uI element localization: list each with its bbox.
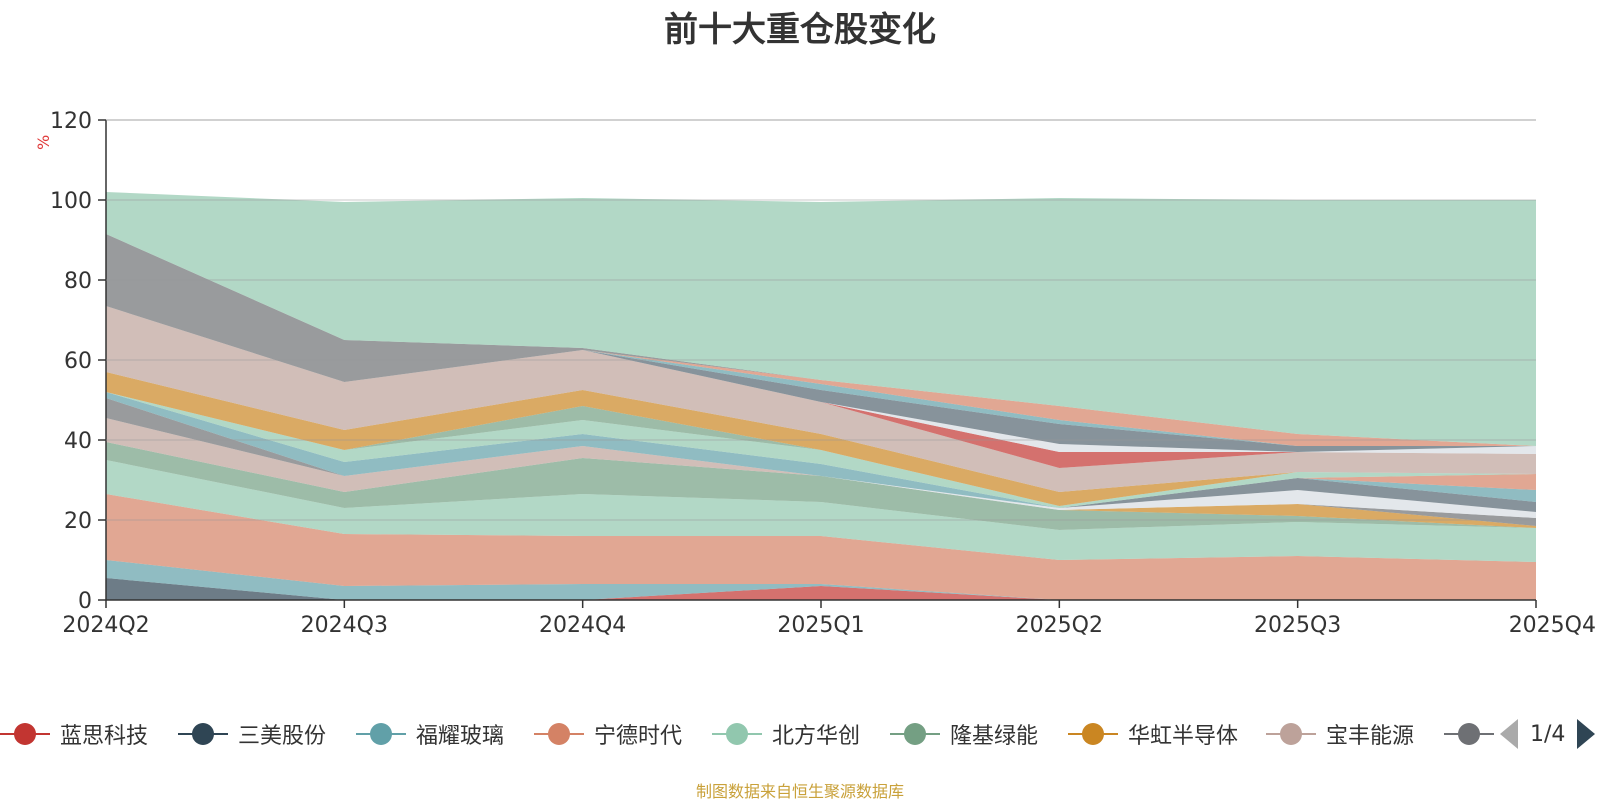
- legend-item[interactable]: 隆基绿能: [890, 716, 1038, 752]
- legend-dot: [1082, 723, 1104, 745]
- area-series-8[interactable]: [106, 418, 1536, 526]
- legend-label: 福耀玻璃: [416, 724, 505, 749]
- area-series-26[interactable]: [106, 192, 1536, 446]
- legend-marker-icon: [1444, 716, 1494, 752]
- chart-title: 前十大重仓股变化: [664, 10, 936, 50]
- y-tick-label: 40: [64, 429, 92, 454]
- y-tick-label: 120: [50, 109, 92, 134]
- area-series-19[interactable]: [106, 306, 1536, 492]
- legend-item[interactable]: [1444, 716, 1494, 752]
- legend-dot: [548, 723, 570, 745]
- y-tick-label: 0: [78, 589, 92, 614]
- legend-marker-icon: [890, 716, 940, 752]
- y-tick-label: 20: [64, 509, 92, 534]
- legend-item[interactable]: 蓝思科技: [0, 716, 148, 752]
- legend-marker-icon: [1266, 716, 1316, 752]
- y-tick-label: 80: [64, 269, 92, 294]
- legend-item[interactable]: 三美股份: [178, 716, 326, 752]
- legend-marker-icon: [356, 716, 406, 752]
- legend-marker-icon: [178, 716, 228, 752]
- legend-pager: 1/4: [1500, 716, 1596, 752]
- legend-item[interactable]: 北方华创: [712, 716, 860, 752]
- legend: 1/4 蓝思科技 三美股份 福耀玻璃 宁德时代 北方华创 隆基绿能 华虹半导体 宝丰能源: [0, 716, 1600, 752]
- legend-label: 宁德时代: [594, 724, 683, 749]
- legend-item[interactable]: 福耀玻璃: [356, 716, 504, 752]
- area-series-3[interactable]: [106, 560, 1536, 600]
- x-tick-label: 2024Q4: [539, 613, 626, 638]
- area-series-2[interactable]: [106, 578, 1536, 600]
- legend-dot: [726, 723, 748, 745]
- y-tick-label: 100: [50, 189, 92, 214]
- legend-marker-icon: [712, 716, 762, 752]
- legend-next-arrow-icon[interactable]: [1577, 719, 1596, 749]
- legend-label: 三美股份: [238, 724, 327, 749]
- legend-page-indicator: 1/4: [1530, 721, 1566, 747]
- legend-label: 北方华创: [772, 724, 861, 749]
- legend-item[interactable]: 宝丰能源: [1266, 716, 1414, 752]
- area-series-7[interactable]: [106, 442, 1536, 528]
- legend-dot: [192, 723, 214, 745]
- legend-dot: [370, 723, 392, 745]
- legend-dot: [1280, 723, 1302, 745]
- legend-label: 华虹半导体: [1128, 724, 1239, 749]
- area-series-4[interactable]: [106, 494, 1536, 600]
- legend-marker-icon: [1068, 716, 1118, 752]
- legend-prev-arrow-icon[interactable]: [1500, 719, 1518, 749]
- legend-label: 隆基绿能: [950, 724, 1039, 749]
- area-series: [106, 192, 1536, 600]
- legend-dot: [904, 723, 926, 745]
- data-source-footer: 制图数据来自恒生聚源数据库: [695, 782, 904, 800]
- x-tick-label: 2025Q2: [1016, 613, 1103, 638]
- legend-marker-icon: [534, 716, 584, 752]
- legend-dot: [1458, 723, 1480, 745]
- x-tick-label: 2025Q1: [777, 613, 864, 638]
- area-series-6[interactable]: [106, 442, 1536, 530]
- area-series-1[interactable]: [106, 586, 1536, 600]
- area-series-5[interactable]: [106, 460, 1536, 562]
- legend-label: 蓝思科技: [60, 724, 149, 749]
- x-tick-label: 2024Q3: [301, 613, 388, 638]
- area-series-18[interactable]: [106, 372, 1536, 506]
- area-series-10[interactable]: [106, 398, 1536, 518]
- legend-label: 宝丰能源: [1326, 724, 1415, 749]
- legend-item[interactable]: 宁德时代: [534, 716, 682, 752]
- x-tick-label: 2024Q2: [62, 613, 149, 638]
- y-tick-label: 60: [64, 349, 92, 374]
- legend-marker-icon: [0, 716, 50, 752]
- x-tick-label: 2025Q4: [1509, 613, 1596, 638]
- x-tick-label: 2025Q3: [1254, 613, 1341, 638]
- legend-dot: [14, 723, 36, 745]
- legend-item[interactable]: 华虹半导体: [1068, 716, 1238, 752]
- axes: 0 20 40 60 80 100 120 2024Q2 2024Q3 2024Q4 2025Q1 2…: [50, 109, 1596, 638]
